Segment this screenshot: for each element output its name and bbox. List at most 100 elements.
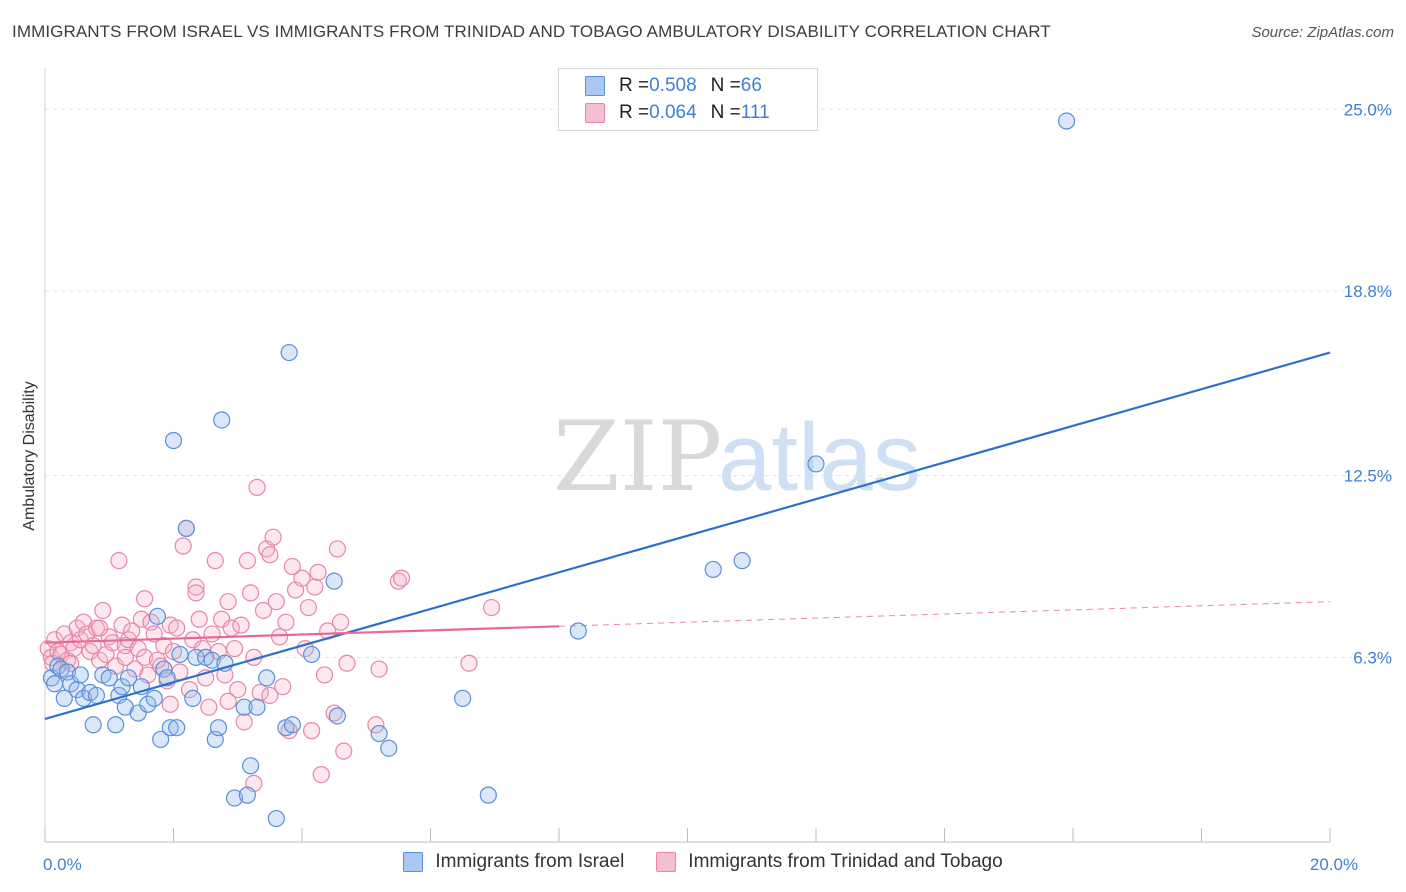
- trinidad-point: [267, 593, 285, 611]
- israel-point: [569, 622, 587, 640]
- grid-lines: [45, 108, 1392, 658]
- legend-row-trinidad: R = 0.064 N = 111: [585, 101, 770, 125]
- israel-point: [203, 651, 221, 669]
- israel-point: [479, 786, 497, 804]
- israel-point: [164, 431, 183, 450]
- trinidad-point: [238, 552, 256, 570]
- trinidad-point: [155, 637, 173, 655]
- legend-r-label: R =: [619, 75, 650, 96]
- trinidad-point: [283, 557, 301, 576]
- israel-point: [84, 716, 102, 734]
- israel-trend-line: [44, 351, 1331, 720]
- israel-point: [161, 719, 179, 737]
- legend-n-value: 66: [740, 75, 762, 96]
- y-tick-label: 18.8%: [1344, 282, 1392, 301]
- trinidad-point: [315, 666, 334, 684]
- trinidad-point: [110, 552, 128, 570]
- trinidad-point: [338, 654, 356, 672]
- legend-n-label: N =: [710, 75, 741, 96]
- trinidad-point: [91, 619, 109, 637]
- trinidad-point: [370, 660, 388, 678]
- israel-point: [139, 695, 157, 713]
- trinidad-point: [235, 713, 253, 731]
- trinidad-point: [145, 625, 163, 643]
- israel-point: [209, 719, 228, 737]
- trinidad-point: [168, 619, 186, 637]
- israel-point: [225, 789, 244, 807]
- israel-point: [328, 707, 346, 725]
- y-axis-title: Ambulatory Disability: [21, 381, 38, 530]
- trinidad-point: [303, 722, 321, 740]
- israel-point: [807, 455, 825, 473]
- trinidad-point: [261, 546, 279, 564]
- israel-point: [280, 343, 298, 362]
- series-legend: Immigrants from Israel Immigrants from T…: [0, 851, 1406, 873]
- trinidad-point: [184, 631, 202, 649]
- series-label-israel: Immigrants from Israel: [435, 851, 625, 872]
- trinidad-trend-line: [44, 625, 560, 644]
- trinidad-point: [331, 613, 350, 631]
- israel-point: [248, 698, 266, 716]
- israel-point: [49, 657, 67, 675]
- trinidad-point: [187, 584, 205, 602]
- israel-point: [267, 809, 285, 828]
- israel-point: [119, 669, 138, 687]
- israel-point: [148, 607, 167, 625]
- trinidad-point: [187, 578, 205, 596]
- trinidad-point: [62, 654, 80, 672]
- israel-point: [177, 519, 195, 538]
- israel-point: [235, 698, 253, 716]
- trinidad-point: [203, 625, 221, 643]
- legend-r-value: 0.064: [649, 102, 697, 123]
- trinidad-point: [389, 572, 407, 590]
- trinidad-point: [299, 598, 318, 617]
- trinidad-point: [277, 613, 295, 631]
- trinidad-point: [94, 601, 112, 620]
- israel-point: [87, 686, 106, 705]
- trinidad-point: [116, 648, 134, 666]
- legend-n-label: N =: [710, 102, 741, 123]
- israel-point: [213, 411, 231, 429]
- trinidad-point: [213, 610, 231, 628]
- trinidad-point: [335, 742, 353, 760]
- chart-title: IMMIGRANTS FROM ISRAEL VS IMMIGRANTS FRO…: [12, 22, 1051, 41]
- israel-point: [325, 572, 343, 590]
- israel-point: [380, 739, 398, 757]
- israel-point: [68, 680, 86, 699]
- trinidad-trend-line-extension: [558, 601, 1331, 627]
- trinidad-point: [367, 716, 385, 734]
- trinidad-point: [161, 695, 179, 713]
- trinidad-point: [248, 478, 266, 496]
- watermark-atlas: atlas: [718, 404, 921, 511]
- trinidad-point: [254, 601, 273, 620]
- trinidad-point: [242, 584, 260, 602]
- israel-point: [100, 669, 118, 687]
- trinidad-point: [392, 569, 411, 587]
- israel-point: [107, 716, 125, 734]
- israel-point: [168, 719, 186, 737]
- trinidad-point: [180, 680, 199, 699]
- israel-point: [145, 689, 163, 707]
- trinidad-point: [232, 616, 250, 634]
- israel-point: [152, 730, 170, 749]
- trinidad-point: [460, 654, 478, 672]
- trinidad-point: [190, 610, 208, 628]
- israel-point: [113, 678, 131, 696]
- israel-point: [62, 675, 80, 693]
- israel-point: [370, 724, 388, 743]
- trinidad-point: [113, 616, 131, 634]
- trinidad-point: [219, 593, 237, 611]
- israel-point: [704, 560, 722, 579]
- trinidad-point: [309, 563, 327, 581]
- israel-point: [171, 645, 189, 664]
- legend-n-value: 111: [740, 102, 770, 123]
- israel-point: [46, 675, 64, 693]
- israel-point: [454, 689, 472, 707]
- x-tick-label: 0.0%: [43, 855, 82, 874]
- series-legend-trinidad: Immigrants from Trinidad and Tobago: [656, 851, 1003, 873]
- israel-point: [155, 660, 173, 678]
- israel-point: [184, 689, 202, 707]
- watermark-zip: ZIP: [553, 401, 722, 513]
- trinidad-point: [135, 648, 154, 666]
